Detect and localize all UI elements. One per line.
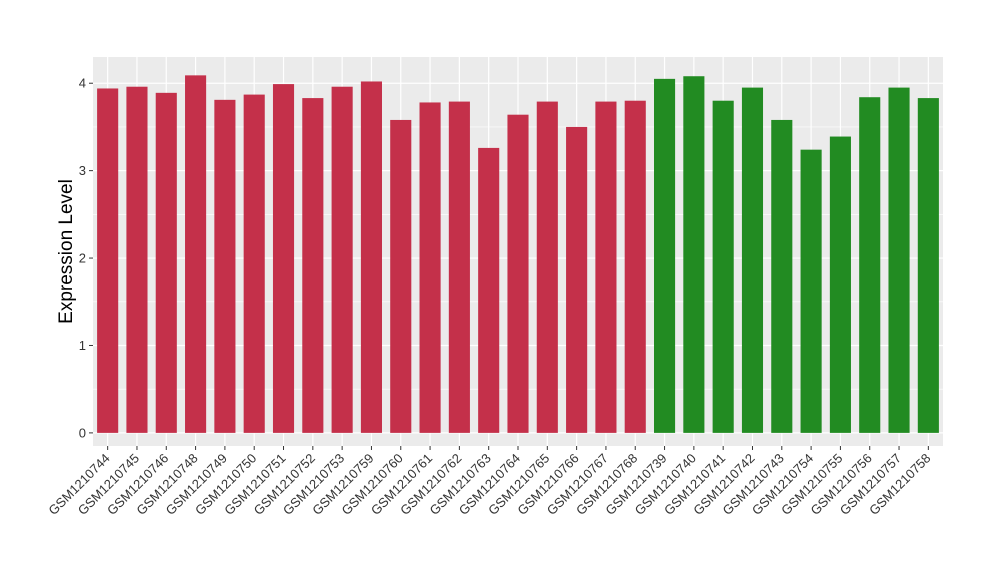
bar-GSM1210741 — [712, 100, 734, 433]
bar-GSM1210739 — [654, 78, 676, 433]
bar-GSM1210752 — [302, 98, 324, 433]
bar-GSM1210757 — [888, 87, 910, 433]
bar-GSM1210758 — [917, 98, 939, 433]
bar-GSM1210744 — [97, 88, 119, 433]
bar-GSM1210751 — [272, 84, 295, 433]
bar-GSM1210742 — [741, 87, 764, 433]
y-tick-label: 1 — [79, 338, 86, 353]
bar-GSM1210755 — [829, 136, 851, 433]
bar-GSM1210761 — [419, 102, 441, 433]
bar-GSM1210767 — [595, 101, 617, 433]
bar-GSM1210750 — [243, 94, 265, 433]
y-tick-label: 2 — [79, 251, 86, 266]
bar-GSM1210762 — [448, 101, 470, 433]
bars — [97, 75, 939, 433]
bar-GSM1210745 — [126, 86, 148, 433]
bar-GSM1210756 — [859, 97, 881, 433]
bar-GSM1210759 — [360, 81, 382, 433]
bar-GSM1210765 — [536, 101, 558, 433]
bar-GSM1210766 — [566, 126, 588, 433]
bar-GSM1210754 — [800, 149, 822, 433]
bar-GSM1210743 — [771, 119, 793, 433]
y-tick-label: 4 — [79, 76, 86, 91]
bar-GSM1210746 — [155, 92, 177, 433]
y-axis-ticks: 0 1 2 3 4 — [79, 76, 93, 440]
y-tick-label: 3 — [79, 163, 86, 178]
bar-GSM1210749 — [214, 99, 236, 433]
y-tick-label: 0 — [79, 425, 86, 440]
bar-GSM1210748 — [185, 75, 207, 433]
bar-GSM1210763 — [478, 147, 500, 433]
bar-GSM1210753 — [331, 86, 353, 433]
bar-GSM1210768 — [624, 100, 646, 433]
y-axis-title: Expression Level — [56, 179, 77, 324]
bar-GSM1210764 — [507, 114, 529, 433]
bar-GSM1210760 — [390, 119, 412, 433]
bar-GSM1210740 — [683, 76, 705, 433]
x-axis-ticks: GSM1210744GSM1210745GSM1210746GSM1210748… — [45, 446, 933, 518]
